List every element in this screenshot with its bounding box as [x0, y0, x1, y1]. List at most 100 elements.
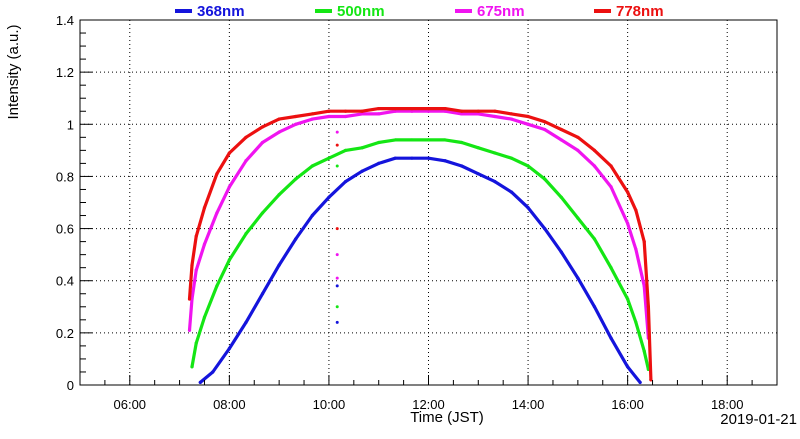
data-point	[460, 140, 464, 145]
data-point	[509, 112, 514, 116]
outlier-point	[335, 164, 339, 168]
data-point	[343, 148, 348, 152]
data-point	[244, 232, 248, 236]
data-point	[443, 107, 447, 111]
series-line-368nm	[198, 156, 642, 384]
data-point	[190, 297, 194, 301]
data-point	[526, 122, 530, 126]
data-point	[543, 177, 547, 181]
data-point	[526, 164, 530, 168]
x-tick-label: 18:00	[711, 397, 744, 412]
data-point	[642, 349, 646, 353]
data-point	[310, 117, 314, 121]
data-point	[227, 258, 231, 262]
data-point	[327, 114, 331, 119]
data-point	[609, 164, 613, 168]
data-point	[476, 112, 480, 116]
data-point	[393, 138, 397, 142]
data-point	[343, 114, 348, 119]
y-tick-label: 0.2	[56, 326, 74, 341]
axis-ticks: 06:00 08:00 10:00 12:00 14:00 16:00 18:00 0 0.2 0…	[56, 13, 778, 412]
data-point	[426, 138, 431, 142]
data-point	[576, 148, 580, 152]
data-point	[592, 305, 597, 309]
data-point	[626, 221, 630, 225]
data-point	[393, 109, 397, 113]
y-tick-label: 1.4	[56, 13, 74, 28]
data-point	[576, 135, 580, 139]
data-point	[634, 247, 638, 252]
legend-label: 368nm	[197, 3, 245, 20]
data-point	[476, 172, 480, 176]
data-point	[460, 164, 464, 168]
legend-label: 500nm	[337, 3, 385, 20]
data-point	[634, 208, 638, 212]
legend-label: 778nm	[616, 3, 664, 20]
data-point	[260, 140, 265, 145]
data-series-group	[187, 106, 653, 384]
outlier-point	[335, 284, 339, 288]
data-point	[460, 109, 464, 113]
data-point	[426, 109, 431, 113]
data-point	[493, 109, 497, 113]
data-point	[592, 164, 597, 168]
x-tick-label: 10:00	[313, 397, 346, 412]
y-tick-label: 1.2	[56, 65, 74, 80]
data-point	[426, 107, 431, 111]
series-line-778nm	[187, 106, 653, 382]
data-point	[377, 161, 381, 165]
data-point	[202, 242, 207, 246]
data-point	[277, 117, 281, 121]
data-point	[244, 320, 248, 325]
data-point	[443, 138, 447, 142]
data-point	[215, 284, 219, 288]
data-point	[626, 190, 630, 194]
data-point	[476, 109, 480, 113]
data-point	[202, 206, 207, 210]
data-point	[642, 240, 646, 244]
data-point	[576, 216, 580, 220]
data-point	[244, 135, 248, 139]
y-tick-label: 0.6	[56, 222, 74, 237]
data-point	[460, 112, 464, 116]
data-point	[393, 107, 397, 111]
data-point	[592, 237, 597, 241]
data-point	[476, 146, 480, 150]
data-point	[227, 151, 231, 155]
data-point	[642, 284, 646, 288]
data-point	[260, 292, 265, 296]
data-point	[443, 109, 447, 113]
grid-lines	[80, 20, 777, 385]
data-point	[634, 320, 638, 325]
data-point	[190, 263, 194, 267]
data-point	[509, 156, 514, 160]
data-point	[609, 336, 613, 340]
data-point	[310, 164, 314, 168]
data-point	[202, 315, 207, 319]
x-tick-label: 08:00	[213, 397, 246, 412]
data-point	[646, 305, 650, 309]
data-point	[410, 138, 414, 142]
data-point	[592, 148, 597, 152]
data-point	[543, 127, 547, 132]
data-point	[626, 365, 630, 369]
outlier-point	[335, 276, 339, 280]
data-point	[260, 211, 265, 215]
data-point	[327, 109, 331, 113]
data-point	[609, 185, 613, 189]
data-point	[559, 138, 563, 142]
data-point	[260, 125, 265, 129]
data-point	[294, 122, 298, 126]
outlier-point	[335, 320, 339, 324]
data-point	[211, 370, 215, 374]
data-point	[493, 180, 497, 184]
data-point	[393, 156, 397, 160]
x-tick-label: 16:00	[611, 397, 644, 412]
data-point	[360, 112, 364, 116]
data-point	[649, 378, 653, 382]
legend: 368nm 500nm 675nm 778nm	[175, 3, 664, 20]
data-point	[526, 206, 530, 210]
data-point	[215, 172, 219, 176]
data-point	[327, 156, 331, 160]
